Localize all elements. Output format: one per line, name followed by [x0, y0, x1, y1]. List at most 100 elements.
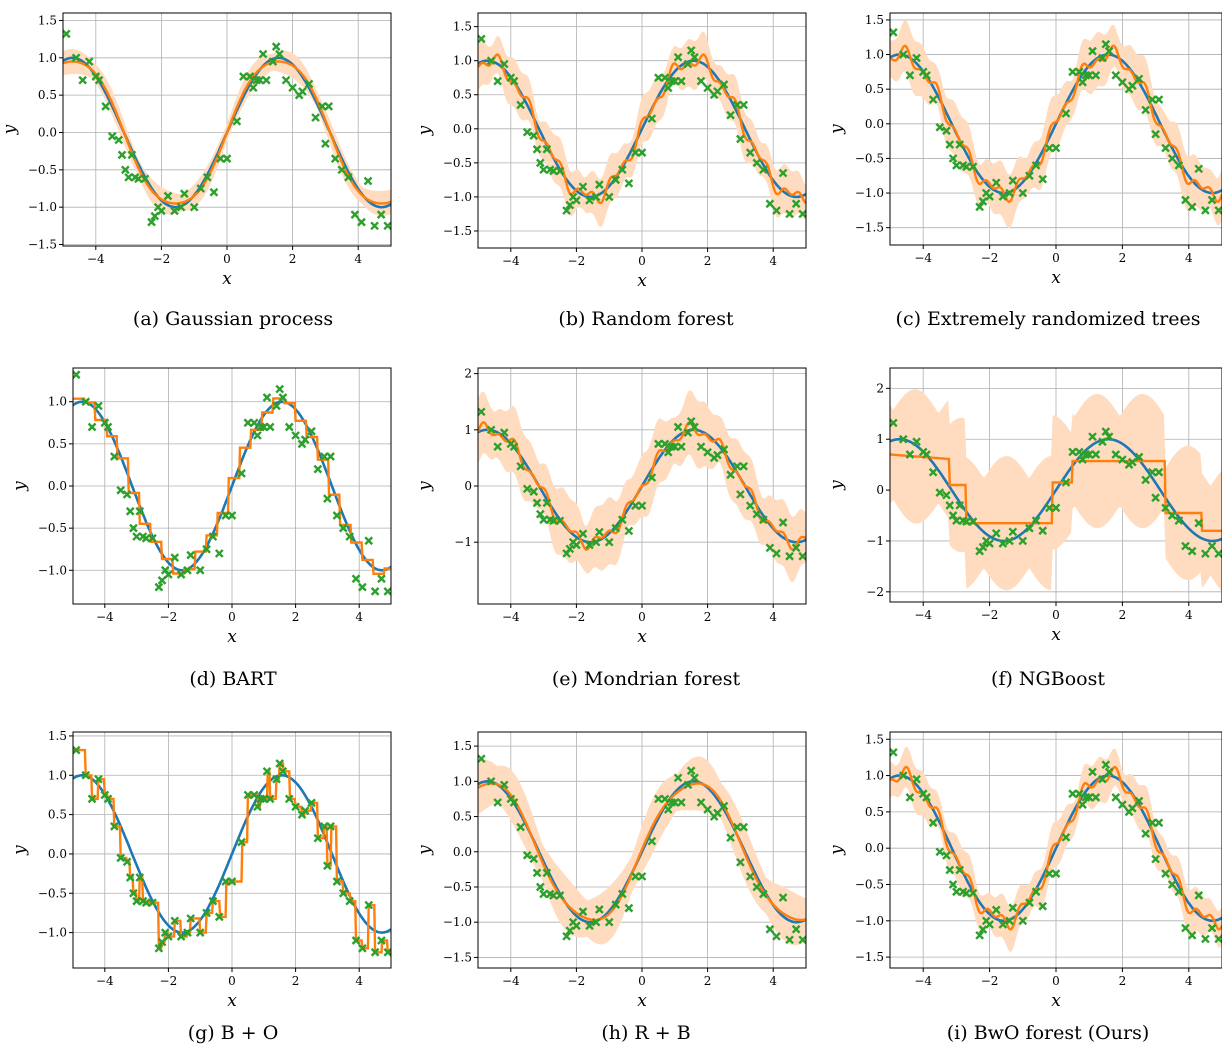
x-tick-label: −2: [981, 251, 999, 265]
observation-point: [1207, 541, 1217, 551]
observation-point: [114, 135, 124, 145]
observation-point: [71, 53, 81, 63]
observation-point: [94, 401, 103, 411]
y-tick-label: 2: [876, 381, 884, 395]
observation-point: [624, 903, 634, 913]
observation-point: [208, 896, 218, 906]
observation-point: [124, 172, 133, 182]
observation-point: [683, 780, 693, 790]
observation-point: [107, 131, 117, 141]
observation-point: [765, 199, 775, 209]
observation-point: [116, 485, 126, 495]
y-tick-label: 1.5: [453, 20, 472, 34]
y-tick-label: 0.0: [453, 845, 472, 859]
observation-point: [595, 180, 604, 190]
observation-point: [351, 936, 361, 945]
observation-point: [1201, 206, 1210, 215]
observation-point: [135, 506, 145, 516]
observation-point: [338, 523, 348, 533]
observation-point: [1154, 95, 1164, 104]
observation-point: [791, 543, 801, 553]
observation-point: [555, 891, 565, 900]
observation-point: [739, 100, 749, 110]
observation-point: [364, 900, 374, 910]
observation-point: [1078, 800, 1087, 809]
y-tick-label: −0.5: [443, 156, 472, 170]
y-tick-label: 0.5: [38, 88, 57, 102]
observation-point: [1147, 818, 1157, 828]
observation-point: [216, 154, 225, 163]
observation-point: [535, 509, 545, 519]
y-axis-label: y: [10, 845, 30, 856]
observation-point: [631, 872, 640, 881]
observation-point: [109, 822, 119, 831]
observation-point: [1201, 934, 1210, 944]
observation-point: [535, 158, 545, 168]
observation-point: [189, 202, 199, 212]
observation-point: [253, 431, 262, 440]
observation-point: [539, 165, 548, 175]
observation-point: [772, 549, 781, 558]
x-tick-label: 0: [1052, 608, 1060, 622]
observation-point: [529, 487, 539, 496]
observation-point: [1161, 503, 1170, 513]
observations: [890, 418, 1222, 559]
x-tick-label: −4: [87, 252, 105, 266]
observation-point: [516, 461, 525, 471]
observation-point: [955, 140, 965, 149]
observation-point: [87, 422, 97, 432]
observation-point: [1214, 934, 1222, 944]
y-axis-label: y: [0, 124, 20, 135]
observation-point: [73, 370, 81, 380]
observation-point: [317, 102, 327, 111]
observation-point: [337, 165, 347, 175]
observation-point: [1038, 901, 1048, 911]
x-tick-label: 4: [355, 974, 363, 988]
observation-point: [555, 516, 565, 526]
observation-point: [752, 158, 762, 168]
observation-point: [604, 537, 614, 547]
x-tick-label: −2: [160, 610, 178, 624]
observation-point: [323, 861, 332, 871]
observation-point: [478, 407, 486, 417]
observation-point: [1151, 854, 1160, 864]
y-tick-label: 1.0: [38, 51, 57, 65]
observation-point: [125, 873, 135, 882]
observation-point: [968, 888, 978, 898]
x-tick-label: 4: [769, 610, 777, 624]
prediction-line: [63, 60, 391, 205]
y-tick-label: −1.0: [28, 200, 57, 214]
observation-point: [713, 808, 722, 818]
x-tick-label: 0: [1052, 974, 1060, 988]
observation-point: [127, 150, 137, 160]
observation-point: [275, 759, 285, 768]
observations: [890, 747, 1222, 944]
observation-point: [572, 921, 581, 931]
observation-point: [1118, 455, 1127, 464]
observation-point: [985, 192, 994, 201]
subplot-2: −4 −2 0 2 4 −1.5 −1.0 −0.5 0.0 0.5 1.0 1.5 x y: [827, 12, 1222, 288]
observation-point: [647, 114, 657, 123]
x-axis-label: x: [637, 991, 647, 1011]
observation-point: [1174, 887, 1184, 897]
observation-point: [1018, 536, 1028, 546]
observation-point: [673, 422, 683, 432]
y-tick-label: −2: [866, 585, 884, 599]
observation-point: [1154, 467, 1164, 477]
observation-point: [202, 544, 211, 554]
observation-point: [1187, 930, 1197, 940]
observation-point: [1098, 774, 1107, 784]
observation-point: [268, 57, 278, 66]
observation-point: [985, 920, 994, 929]
observation-point: [1154, 818, 1164, 828]
y-axis-label: y: [415, 845, 435, 856]
observation-point: [617, 165, 627, 175]
observation-point: [101, 102, 110, 111]
observation-point: [332, 877, 342, 886]
observation-point: [654, 794, 663, 804]
observation-point: [1018, 188, 1028, 198]
observation-point: [1005, 916, 1014, 926]
observation-point: [591, 192, 601, 202]
subplot-3: −4 −2 0 2 4 −1.0 −0.5 0.0 0.5 1.0 x y: [10, 367, 392, 647]
